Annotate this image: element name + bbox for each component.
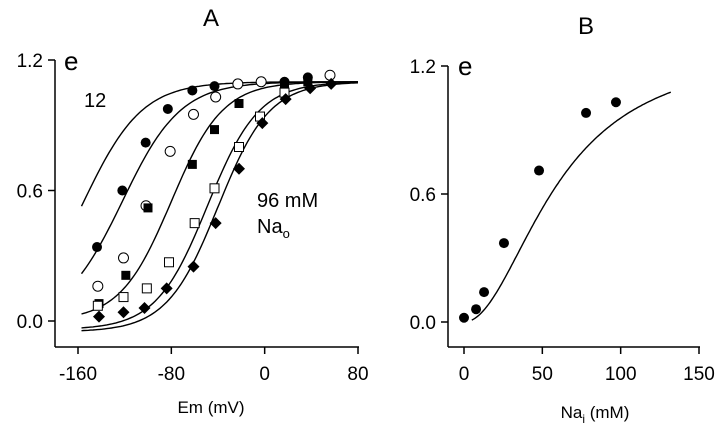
panel-a-corner-label: e [64,46,78,76]
data-point-filled-square-7 [303,77,313,87]
data-point-filled-circle-4 [534,165,545,176]
y-tick-label: 1.2 [17,51,43,72]
data-point-filled-diamond-4 [187,260,200,273]
x-tick-label: 0 [259,364,270,385]
panel-a-title: A [203,5,219,32]
data-point-filled-circle-6 [610,97,621,108]
data-point-filled-diamond-8 [279,93,292,106]
data-point-open-circle-5 [210,91,222,103]
panel-a: A e 0.0 0.6 1.2 -160 -80 0 80 12 96 mM Nao Em… [17,5,369,417]
y-tick-label: 0.6 [410,185,436,206]
data-point-filled-diamond-10 [325,77,338,90]
data-point-filled-circle-0 [92,242,103,253]
x-tick-label: 50 [532,364,553,385]
panel-b-x-title: Nai (mM) [561,403,630,426]
panel-b-title: B [578,13,594,40]
x-tick-label: -160 [59,364,97,385]
data-point-filled-diamond-7 [256,117,269,130]
y-tick-label: 1.2 [410,57,436,78]
data-point-open-circle-4 [188,108,199,120]
data-point-filled-circle-5 [581,107,592,118]
data-point-open-square-2 [141,283,152,294]
data-point-filled-square-1 [121,270,131,280]
data-point-open-square-1 [118,292,129,303]
data-point-filled-diamond-6 [233,162,245,175]
panel-b-corner-label: e [458,51,472,81]
panel-b-x-title-unit: (mM) [585,403,629,422]
data-point-filled-circle-3 [162,103,173,114]
data-point-filled-diamond-2 [138,301,151,314]
data-point-filled-diamond-9 [304,82,317,95]
data-point-open-circle-6 [232,78,244,90]
data-point-filled-square-6 [280,79,289,89]
data-point-open-circle-0 [92,280,104,292]
data-point-open-square-0 [92,300,103,311]
y-tick-label: 0.0 [17,312,43,333]
panel-b-x-title-main: Na [561,403,583,422]
data-point-open-square-3 [164,257,174,268]
data-point-open-square-5 [209,183,220,194]
data-point-filled-circle-5 [209,81,220,92]
data-point-filled-square-5 [234,99,244,108]
data-point-open-circle-7 [255,76,267,88]
data-point-filled-circle-4 [187,85,198,96]
data-point-filled-diamond-5 [209,217,222,230]
data-point-filled-circle-1 [471,304,482,315]
data-point-filled-circle-2 [140,137,151,148]
data-point-filled-square-2 [143,203,153,213]
data-point-open-circle-8 [324,69,336,81]
y-tick-label: 0.6 [17,182,43,203]
panel-a-label-nao-sub: o [283,226,290,241]
panel-a-label-96mm: 96 mM [257,190,318,212]
data-point-filled-circle-0 [459,312,469,323]
panel-a-label-nao-main: Na [257,216,283,238]
panel-a-x-title: Em (mV) [177,398,244,417]
x-tick-label: 0 [459,364,470,385]
data-point-filled-circle-2 [479,287,490,298]
panel-a-label-12: 12 [84,90,106,112]
data-point-open-circle-3 [164,145,176,157]
x-tick-label: -80 [158,364,185,385]
data-point-filled-circle-1 [117,185,128,196]
data-point-filled-diamond-3 [160,282,173,295]
data-point-filled-diamond-0 [93,310,105,323]
data-point-open-square-6 [234,142,244,152]
x-tick-label: 150 [683,364,715,385]
panel-b: B e 0.0 0.6 1.2 0 50 100 150 Nai (mM) [410,13,715,426]
fit-curve-fit-hill [471,91,672,321]
panel-b-x-title-sub: i [582,412,585,426]
data-point-filled-circle-3 [498,238,509,249]
panel-a-label-nao: Nao [257,216,290,241]
y-tick-label: 0.0 [410,313,436,334]
data-point-filled-diamond-1 [117,306,130,319]
x-tick-label: 80 [347,364,368,385]
data-point-open-circle-1 [118,252,129,264]
data-point-open-square-4 [189,218,200,229]
data-point-filled-square-4 [210,125,219,135]
data-point-filled-square-3 [187,159,197,169]
x-tick-label: 100 [605,364,637,385]
